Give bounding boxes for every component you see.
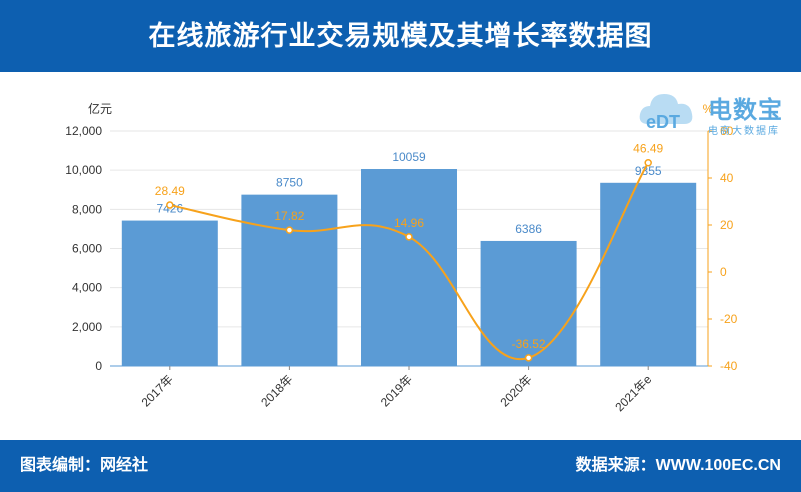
y-tick-label: 2,000 (72, 320, 102, 334)
line-point (285, 226, 294, 234)
chart-title: 在线旅游行业交易规模及其增长率数据图 (148, 21, 653, 51)
x-tick-label: 2019年 (378, 372, 415, 409)
line-point (166, 201, 174, 209)
line-value-label: 17.82 (274, 209, 304, 223)
header-bar: 在线旅游行业交易规模及其增长率数据图 (0, 0, 801, 72)
x-tick-label: 2020年 (497, 372, 534, 409)
y-tick-label: 6,000 (72, 242, 102, 256)
bar-value-label: 6386 (515, 222, 542, 236)
y2-tick-label: 40 (720, 171, 734, 185)
footer-source: 数据来源：WWW.100EC.CN (575, 457, 781, 474)
bar (241, 194, 338, 366)
line-point (644, 158, 652, 167)
bar (480, 240, 577, 366)
x-tick-label: 2018年 (258, 372, 295, 409)
bar (121, 220, 218, 366)
y-tick-label: 12,000 (65, 124, 102, 138)
bar-value-label: 8750 (276, 176, 303, 190)
line-point (405, 233, 413, 241)
logo-text: 电数宝 (708, 97, 783, 124)
x-tick-label: 2021年e (612, 372, 654, 414)
footer-bar: 图表编制：网经社 数据来源：WWW.100EC.CN (0, 440, 801, 492)
y2-tick-label: -20 (720, 312, 738, 326)
growth-line (169, 162, 650, 361)
bar-value-label: 10059 (392, 150, 426, 164)
logo-mark-text: eDT (646, 112, 680, 132)
bar (600, 182, 697, 366)
line-value-label: 14.96 (394, 216, 424, 230)
combo-chart: 0 2,000 4,000 6,000 8,000 10,000 12,000 -40 -20 0… (65, 101, 738, 414)
y-tick-label: 10,000 (65, 163, 102, 177)
bar (361, 169, 457, 366)
footer-credit: 图表编制：网经社 (20, 457, 149, 474)
y2-tick-label: -40 (720, 359, 738, 373)
line-value-label: 46.49 (633, 142, 663, 156)
line-point (524, 354, 533, 362)
x-tick-label: 2017年 (139, 372, 176, 409)
line-value-label: 28.49 (155, 184, 185, 198)
y2-tick-label: 0 (720, 265, 727, 279)
y-tick-label: 0 (95, 359, 102, 373)
y-tick-label: 8,000 (72, 202, 102, 216)
y-tick-label: 4,000 (72, 281, 102, 295)
line-value-label: -36.52 (512, 337, 546, 351)
y2-tick-label: 20 (720, 218, 734, 232)
y2-axis-label: % (703, 102, 714, 116)
y-axis-label: 亿元 (88, 101, 112, 116)
logo-subtext: 电商大数据库 (708, 126, 780, 137)
y2-tick-label: 60 (720, 124, 734, 138)
logo-cloud-icon: eDT (636, 84, 700, 136)
